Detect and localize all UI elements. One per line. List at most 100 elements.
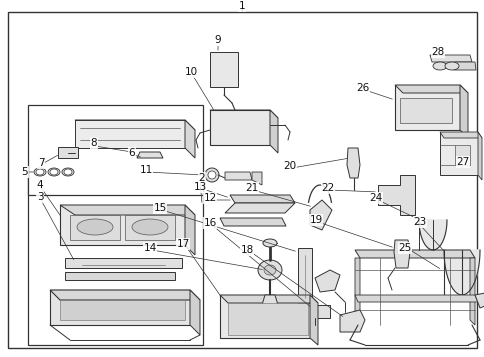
Polygon shape (377, 175, 414, 215)
Text: 6: 6 (128, 148, 135, 158)
Text: 18: 18 (240, 245, 253, 255)
Text: 26: 26 (356, 83, 369, 93)
Polygon shape (184, 205, 195, 255)
Polygon shape (454, 145, 469, 165)
Polygon shape (394, 85, 467, 93)
Text: 8: 8 (91, 138, 97, 148)
Polygon shape (354, 258, 359, 325)
Polygon shape (354, 250, 474, 258)
Polygon shape (50, 290, 190, 325)
Polygon shape (261, 295, 277, 305)
Bar (28, 105, 203, 195)
Text: 21: 21 (245, 183, 258, 193)
Polygon shape (252, 172, 261, 185)
Polygon shape (225, 203, 294, 213)
Polygon shape (136, 152, 163, 158)
Bar (297, 248, 311, 303)
Polygon shape (439, 132, 477, 175)
Polygon shape (210, 110, 270, 145)
Polygon shape (309, 200, 332, 230)
Text: 11: 11 (139, 165, 152, 175)
Polygon shape (210, 110, 277, 118)
Text: 22: 22 (321, 183, 334, 193)
Polygon shape (65, 272, 175, 280)
Polygon shape (469, 258, 474, 325)
Polygon shape (60, 300, 184, 320)
Ellipse shape (132, 219, 167, 235)
Text: 23: 23 (412, 217, 426, 227)
Polygon shape (439, 132, 481, 138)
Text: 3: 3 (37, 192, 43, 202)
Text: 25: 25 (397, 243, 411, 253)
Polygon shape (75, 120, 195, 130)
Text: 7: 7 (38, 158, 44, 168)
Polygon shape (60, 205, 184, 245)
Polygon shape (225, 172, 252, 180)
Polygon shape (443, 250, 479, 295)
Ellipse shape (77, 219, 113, 235)
Polygon shape (50, 290, 199, 300)
Ellipse shape (64, 169, 72, 175)
Text: 2: 2 (198, 173, 205, 183)
Text: 15: 15 (153, 203, 166, 213)
Polygon shape (477, 132, 481, 180)
Polygon shape (227, 303, 307, 335)
Polygon shape (220, 295, 309, 338)
Text: 13: 13 (193, 182, 206, 192)
Polygon shape (418, 220, 446, 250)
Polygon shape (220, 218, 286, 226)
Text: 20: 20 (283, 161, 296, 171)
Text: 9: 9 (214, 35, 221, 45)
Polygon shape (394, 85, 459, 130)
Polygon shape (339, 310, 364, 332)
Text: 12: 12 (203, 193, 216, 203)
Ellipse shape (205, 168, 219, 182)
Text: 19: 19 (309, 215, 322, 225)
Text: 28: 28 (430, 47, 444, 57)
Ellipse shape (50, 169, 58, 175)
Text: 10: 10 (184, 67, 197, 77)
Ellipse shape (262, 239, 276, 247)
Ellipse shape (444, 62, 458, 70)
Bar (125, 215, 175, 240)
Text: 17: 17 (176, 239, 189, 249)
Polygon shape (75, 120, 184, 148)
Polygon shape (309, 295, 318, 345)
Bar (28, 175, 203, 345)
Ellipse shape (48, 168, 60, 176)
Text: 14: 14 (143, 243, 156, 253)
Ellipse shape (432, 62, 446, 70)
Polygon shape (229, 195, 294, 203)
Polygon shape (65, 258, 182, 268)
Polygon shape (346, 148, 359, 178)
Bar (399, 98, 451, 123)
Ellipse shape (208, 171, 215, 179)
Text: 16: 16 (203, 218, 216, 228)
Polygon shape (314, 270, 339, 292)
Text: 4: 4 (37, 180, 43, 190)
Polygon shape (184, 120, 195, 158)
Polygon shape (429, 55, 471, 62)
Text: 27: 27 (455, 157, 469, 167)
Polygon shape (190, 290, 199, 335)
Text: 5: 5 (22, 167, 28, 177)
Polygon shape (354, 295, 477, 302)
Text: 24: 24 (369, 193, 382, 203)
Ellipse shape (62, 168, 74, 176)
Bar (70, 215, 120, 240)
Polygon shape (220, 295, 318, 303)
Ellipse shape (34, 168, 46, 176)
Text: 1: 1 (238, 1, 245, 11)
Bar (210, 52, 238, 87)
Ellipse shape (257, 260, 281, 280)
Polygon shape (474, 292, 484, 308)
Ellipse shape (263, 265, 275, 275)
Polygon shape (453, 62, 475, 70)
Polygon shape (393, 240, 409, 268)
Polygon shape (311, 305, 329, 318)
Polygon shape (459, 85, 467, 138)
Polygon shape (58, 147, 78, 158)
Polygon shape (60, 205, 195, 215)
Polygon shape (270, 110, 277, 153)
Ellipse shape (36, 169, 44, 175)
